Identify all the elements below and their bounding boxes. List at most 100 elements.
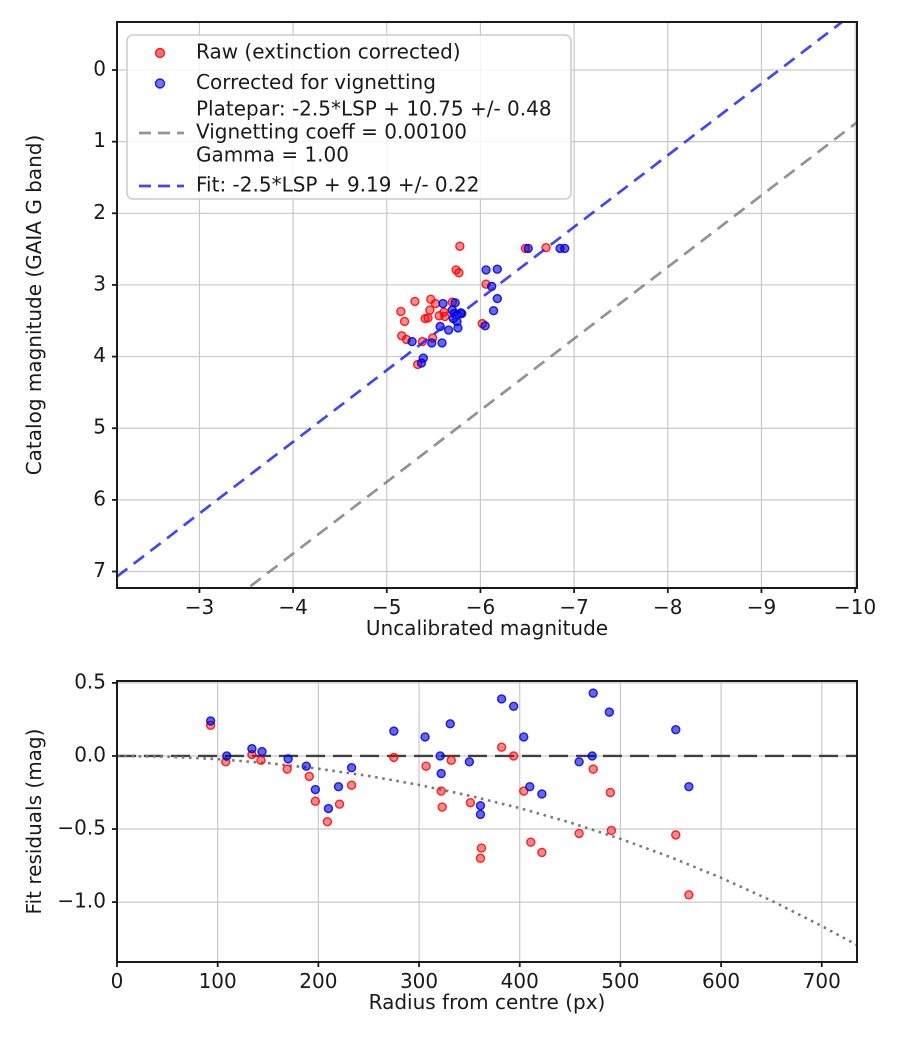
x-tick-label: 500 [601,969,639,993]
data-point [519,732,529,742]
y-tick-label: −1.0 [57,889,106,913]
data-point [488,306,499,316]
y-tick-label: 4 [93,343,106,367]
y-tick-label: 0 [93,57,106,81]
x-tick-label: −4 [278,595,307,619]
data-point [481,265,491,275]
model-curve [117,754,857,947]
x-tick-label: −9 [747,595,776,619]
data-point [310,784,321,795]
legend-label: Gamma = 1.00 [196,143,349,167]
legend-label: Raw (extinction corrected) [196,40,461,64]
data-point [604,707,615,717]
data-point [425,305,435,315]
data-point [437,338,447,348]
data-point [322,817,333,827]
data-point [407,336,417,347]
data-point [537,847,547,858]
data-point [526,837,536,847]
data-point [396,306,406,317]
data-point [606,825,617,836]
data-point [310,796,321,806]
y-tick-label: 6 [93,486,106,510]
data-point [283,754,293,764]
data-point [587,751,597,761]
data-point [574,828,584,839]
x-tick-label: −7 [559,595,588,619]
fit-line [117,22,845,578]
data-point [465,798,476,808]
axis-ticks: −3 −4 −5 −6 −7 −8 −9 −10 0 1 2 3 4 5 6 7 [93,57,876,620]
x-axis-label: Radius from centre (px) [369,990,606,1014]
chart-magnitude-calibration: −3 −4 −5 −6 −7 −8 −9 −10 0 1 2 3 4 5 6 7 Uncalibrated ma… [22,21,876,640]
data-point [537,789,547,799]
y-tick-label: 1 [93,128,106,152]
data-point [454,268,464,278]
fit-line [245,121,857,588]
legend-marker-dot [154,47,166,59]
y-tick-label: 7 [93,558,106,582]
y-tick-label: 3 [93,271,106,295]
plot-area [117,688,857,947]
data-point [346,762,357,773]
data-point [436,768,446,779]
data-point [588,688,598,698]
x-tick-label: −8 [653,595,682,619]
data-point [410,296,420,307]
data-point [525,781,535,792]
data-point [464,757,475,767]
data-point [222,751,232,761]
data-point [440,311,450,322]
chart-fit-residuals: 0 100 200 300 400 500 600 700 0.5 0.0 −0.5 −1.0 Radi… [22,669,858,1014]
data-point [416,358,427,368]
data-point [421,761,431,771]
data-point [588,764,598,774]
scatter-series [205,688,694,820]
x-tick-label: 100 [199,969,237,993]
data-point [420,313,430,324]
data-point [446,755,456,766]
data-point [684,781,694,792]
data-point [492,293,503,304]
scatter-series [205,720,694,900]
data-point [389,726,399,736]
legend-box [126,34,572,200]
data-point [438,298,448,309]
data-point [427,338,437,348]
data-point [574,757,584,767]
x-axis-label: Uncalibrated magnitude [366,616,608,640]
y-tick-label: 0.0 [74,742,106,766]
data-point [671,830,681,840]
x-tick-label: 400 [501,969,539,993]
x-tick-label: −10 [834,595,876,619]
data-point [496,742,507,752]
data-point [437,802,447,812]
legend-label: Corrected for vignetting [196,70,436,94]
data-point [492,264,503,274]
x-tick-label: 0 [111,969,124,993]
data-point [475,853,486,863]
data-point [445,719,455,729]
axes-frame [116,21,858,589]
data-point [435,751,445,761]
data-point [323,803,334,814]
y-tick-label: 5 [93,415,106,439]
data-point [476,843,487,853]
legend-label: Platepar: -2.5*LSP + 10.75 +/- 0.48 [196,97,552,121]
data-point [205,716,216,726]
axes-frame [116,680,858,963]
data-point [333,781,344,792]
y-tick-label: −0.5 [57,816,106,840]
legend-marker-dot [154,78,166,89]
legend-label: Vignetting coeff = 0.00100 [196,120,467,144]
data-point [523,243,533,254]
gridlines [117,22,857,588]
scatter-series [407,243,570,368]
data-point [399,316,410,327]
data-point [443,325,454,335]
data-point [605,787,616,798]
y-axis-label: Catalog magnitude (GAIA G band) [22,135,46,476]
data-point [420,732,430,742]
plot-area [117,22,857,588]
